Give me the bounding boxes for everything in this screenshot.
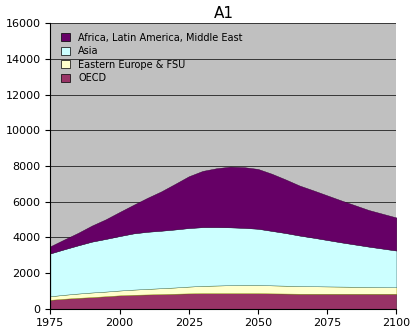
Legend: Africa, Latin America, Middle East, Asia, Eastern Europe & FSU, OECD: Africa, Latin America, Middle East, Asia… xyxy=(59,31,245,85)
Title: A1: A1 xyxy=(213,6,233,21)
